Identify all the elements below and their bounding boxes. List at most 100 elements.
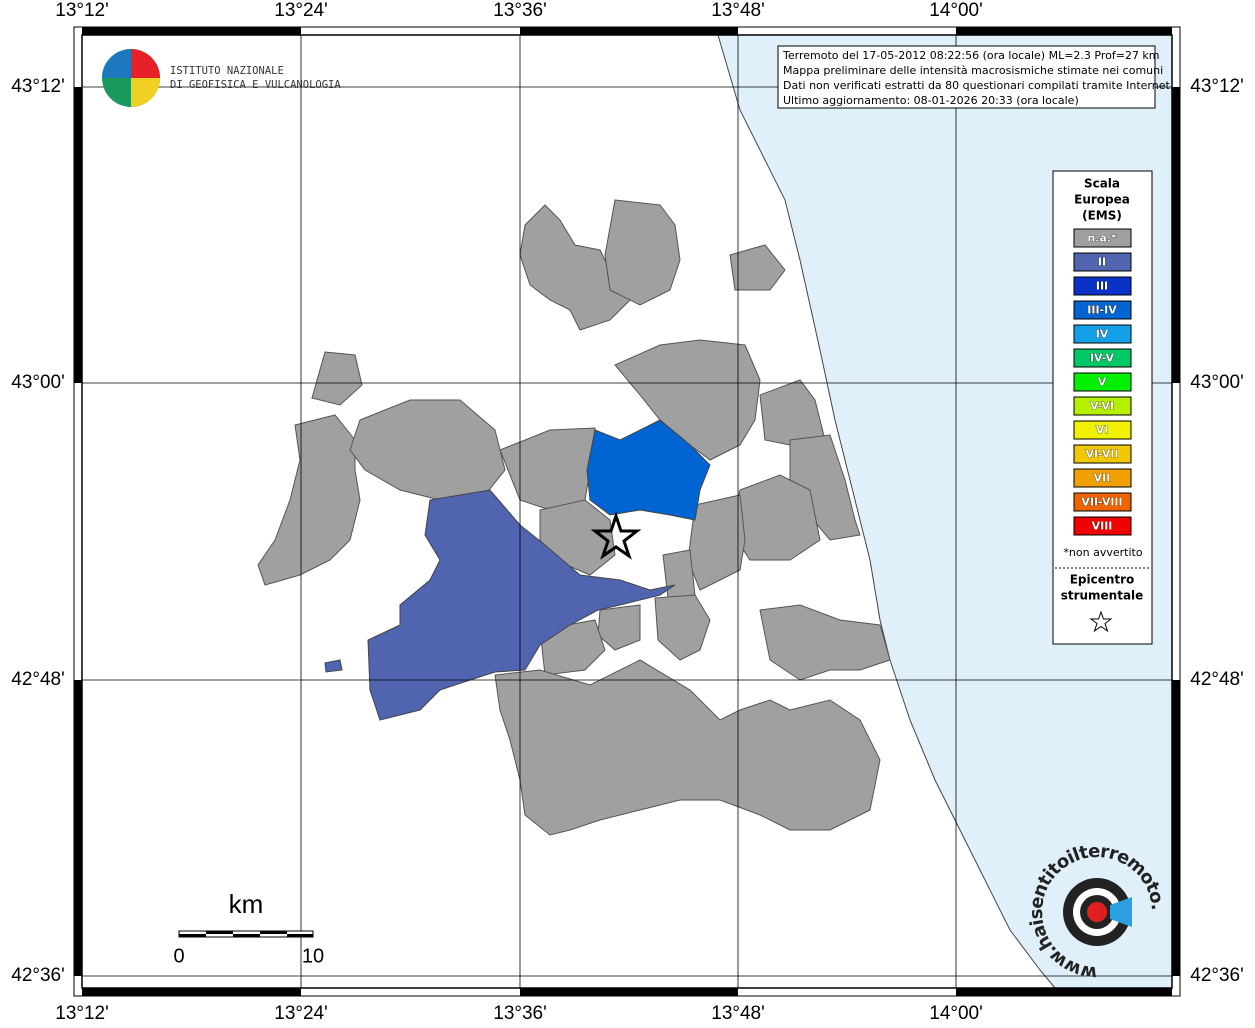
lon-label: 13°48' bbox=[711, 1003, 765, 1024]
lat-label: 42°48' bbox=[1190, 669, 1244, 690]
logo-text: DI GEOFISICA E VULCANOLOGIA bbox=[170, 79, 341, 91]
region bbox=[654, 594, 711, 661]
logo-globe bbox=[102, 49, 131, 78]
logo-text: ISTITUTO NAZIONALE bbox=[170, 65, 284, 77]
legend-label: III bbox=[1096, 280, 1108, 293]
epicenter-star bbox=[590, 511, 642, 560]
frame-tick bbox=[82, 988, 301, 996]
scale-bar-segment bbox=[260, 931, 287, 934]
legend-label: VI-VII bbox=[1085, 448, 1118, 461]
legend-swatch bbox=[1073, 492, 1132, 512]
legend-label: II bbox=[1098, 256, 1106, 269]
frame-tick bbox=[74, 87, 82, 383]
region bbox=[519, 204, 631, 331]
lon-label: 13°24' bbox=[274, 0, 328, 21]
frame-tick bbox=[1172, 680, 1180, 976]
lat-label: 43°00' bbox=[11, 372, 65, 393]
legend-note: *non avvertito bbox=[1063, 546, 1142, 559]
legend: ScalaEuropea(EMS)n.a.*IIIIIIII-IVIVIV-VV… bbox=[1055, 177, 1150, 633]
intensity-ii-region bbox=[324, 659, 343, 673]
legend-label: VIII bbox=[1092, 520, 1113, 533]
scale-label: 0 bbox=[173, 945, 184, 967]
lon-label: 13°36' bbox=[493, 0, 547, 21]
frame-tick bbox=[956, 988, 1172, 996]
lon-label: 13°12' bbox=[55, 1003, 109, 1024]
legend-label: V bbox=[1098, 376, 1107, 389]
legend-swatch bbox=[1073, 516, 1132, 536]
lon-label: 13°36' bbox=[493, 1003, 547, 1024]
legend-swatch bbox=[1073, 252, 1132, 272]
region bbox=[494, 659, 881, 836]
legend-swatch bbox=[1073, 300, 1132, 320]
scale-unit: km bbox=[229, 889, 264, 919]
lon-label: 14°00' bbox=[929, 0, 983, 21]
frame-tick bbox=[82, 27, 301, 35]
legend-swatch bbox=[1073, 444, 1132, 464]
info-line: Mappa preliminare delle intensità macros… bbox=[783, 64, 1163, 77]
lon-label: 13°12' bbox=[55, 0, 109, 21]
legend-label: V-VI bbox=[1090, 400, 1114, 413]
legend-label: VI bbox=[1096, 424, 1109, 437]
region bbox=[257, 414, 361, 586]
legend-swatch bbox=[1073, 396, 1132, 416]
lat-label: 43°12' bbox=[1190, 76, 1244, 97]
graticule bbox=[82, 35, 1172, 988]
frame-tick bbox=[520, 988, 738, 996]
legend-epicenter: strumentale bbox=[1061, 589, 1144, 603]
frame-tick bbox=[74, 680, 82, 976]
region bbox=[614, 339, 761, 461]
region bbox=[759, 379, 826, 446]
intensity-iii-iv-region bbox=[586, 419, 711, 521]
legend-title: Europea bbox=[1074, 193, 1130, 207]
region bbox=[349, 399, 506, 501]
legend-label: IV bbox=[1096, 328, 1109, 341]
info-line: Terremoto del 17-05-2012 08:22:56 (ora l… bbox=[782, 49, 1160, 62]
region bbox=[604, 199, 681, 306]
info-text: Terremoto del 17-05-2012 08:22:56 (ora l… bbox=[782, 49, 1173, 107]
legend-star bbox=[1089, 610, 1113, 633]
frame-tick bbox=[1172, 87, 1180, 383]
lat-label: 43°00' bbox=[1190, 372, 1244, 393]
info-line: Dati non verificati estratti da 80 quest… bbox=[783, 79, 1173, 92]
lon-label: 14°00' bbox=[929, 1003, 983, 1024]
site-logo-disc bbox=[1087, 902, 1107, 922]
legend-swatch bbox=[1073, 372, 1132, 392]
scale-bar-segment bbox=[233, 934, 260, 937]
region bbox=[759, 604, 891, 681]
lon-label: 13°48' bbox=[711, 0, 765, 21]
legend-title: Scala bbox=[1084, 177, 1120, 191]
scale-bar-segment bbox=[179, 934, 206, 937]
scale-bar-segment bbox=[206, 931, 233, 934]
legend-label: n.a.* bbox=[1087, 232, 1117, 245]
legend-label: VII bbox=[1094, 472, 1111, 485]
lat-label: 43°12' bbox=[11, 76, 65, 97]
scale-label: 10 bbox=[302, 945, 324, 967]
legend-swatch bbox=[1073, 420, 1132, 440]
legend-label: IV-V bbox=[1090, 352, 1115, 365]
info-line: Ultimo aggiornamento: 08-01-2026 20:33 (… bbox=[783, 94, 1079, 107]
legend-swatch bbox=[1073, 468, 1132, 488]
ingv-logo: ISTITUTO NAZIONALE DI GEOFISICA E VULCAN… bbox=[102, 49, 341, 107]
lon-label: 13°24' bbox=[274, 1003, 328, 1024]
scale-bar: km 0 10 bbox=[173, 889, 324, 967]
scale-bar-segment bbox=[287, 934, 313, 937]
legend-epicenter: Epicentro bbox=[1070, 573, 1135, 587]
logo-globe bbox=[131, 78, 160, 107]
region bbox=[597, 604, 641, 651]
municipalities bbox=[257, 199, 891, 836]
info-box bbox=[777, 45, 1156, 109]
region bbox=[729, 244, 786, 291]
frame-tick bbox=[520, 27, 738, 35]
site-logo-speaker bbox=[1110, 897, 1132, 927]
legend-label: III-IV bbox=[1087, 304, 1117, 317]
frame-tick bbox=[956, 27, 1172, 35]
region bbox=[499, 427, 596, 511]
region bbox=[662, 549, 696, 599]
legend-swatch bbox=[1073, 348, 1132, 368]
legend-label: VII-VIII bbox=[1081, 496, 1122, 509]
logo-globe bbox=[131, 49, 160, 78]
intensity-ii-region bbox=[367, 489, 676, 721]
lat-label: 42°48' bbox=[11, 669, 65, 690]
